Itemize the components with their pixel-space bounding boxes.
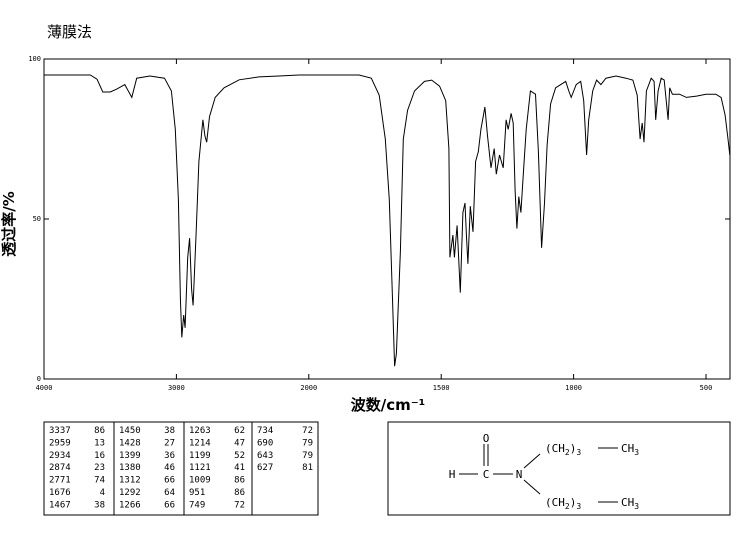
peak-wavenumber: 1399 bbox=[119, 451, 141, 461]
chain-part: 3 bbox=[576, 448, 581, 457]
peak-transmittance: 86 bbox=[234, 476, 245, 486]
plot-frame bbox=[43, 58, 731, 380]
chain-part: 3 bbox=[576, 502, 581, 511]
peak-transmittance: 38 bbox=[164, 426, 175, 436]
peak-transmittance: 4 bbox=[100, 488, 105, 498]
structure-frame bbox=[387, 421, 731, 516]
peak-transmittance: 74 bbox=[94, 476, 105, 486]
chain: (CH2)3 bbox=[545, 442, 581, 457]
chain-part: 2 bbox=[565, 502, 570, 511]
chain-part: 3 bbox=[634, 502, 639, 511]
peak-wavenumber: 1312 bbox=[119, 476, 141, 486]
chain-part: ) bbox=[570, 442, 577, 455]
y-tick-label: 0 bbox=[37, 375, 41, 383]
peak-transmittance: 47 bbox=[234, 438, 245, 448]
peak-wavenumber: 2771 bbox=[49, 476, 71, 486]
bond bbox=[523, 479, 541, 495]
peak-transmittance: 38 bbox=[94, 500, 105, 510]
atom: H bbox=[449, 468, 456, 481]
peak-transmittance: 62 bbox=[234, 426, 245, 436]
peak-wavenumber: 643 bbox=[257, 451, 273, 461]
chain-part: (CH bbox=[545, 442, 565, 455]
peak-transmittance: 36 bbox=[164, 451, 175, 461]
peak-transmittance: 13 bbox=[94, 438, 105, 448]
peak-transmittance: 52 bbox=[234, 451, 245, 461]
y-tick-label: 50 bbox=[33, 215, 41, 223]
x-tick-label: 4000 bbox=[36, 384, 53, 392]
peak-wavenumber: 1214 bbox=[189, 438, 211, 448]
atom: N bbox=[516, 468, 523, 481]
x-tick-label: 1500 bbox=[433, 384, 450, 392]
peak-transmittance: 72 bbox=[234, 500, 245, 510]
peak-transmittance: 66 bbox=[164, 476, 175, 486]
peak-wavenumber: 1428 bbox=[119, 438, 141, 448]
peak-wavenumber: 1450 bbox=[119, 426, 141, 436]
peak-transmittance: 23 bbox=[94, 463, 105, 473]
x-tick-label: 2000 bbox=[300, 384, 317, 392]
peak-transmittance: 27 bbox=[164, 438, 175, 448]
peak-wavenumber: 1676 bbox=[49, 488, 71, 498]
chart-title: 薄膜法 bbox=[47, 23, 92, 41]
chain-end: CH3 bbox=[621, 442, 639, 457]
spectrum-line bbox=[44, 74, 731, 367]
peak-wavenumber: 734 bbox=[257, 426, 273, 436]
peak-wavenumber: 1380 bbox=[119, 463, 141, 473]
peak-wavenumber: 1467 bbox=[49, 500, 71, 510]
peak-transmittance: 66 bbox=[164, 500, 175, 510]
table-frame bbox=[43, 421, 319, 516]
peak-transmittance: 79 bbox=[302, 438, 313, 448]
peak-wavenumber: 3337 bbox=[49, 426, 71, 436]
peak-wavenumber: 749 bbox=[189, 500, 205, 510]
peak-wavenumber: 1199 bbox=[189, 451, 211, 461]
y-axis-label: 透过率/% bbox=[0, 191, 18, 257]
y-tick-label: 100 bbox=[28, 55, 41, 63]
peak-transmittance: 86 bbox=[94, 426, 105, 436]
peak-wavenumber: 1121 bbox=[189, 463, 211, 473]
atom: O bbox=[483, 432, 490, 445]
peak-wavenumber: 1263 bbox=[189, 426, 211, 436]
atom: C bbox=[483, 468, 490, 481]
peak-wavenumber: 2874 bbox=[49, 463, 71, 473]
peak-wavenumber: 1266 bbox=[119, 500, 141, 510]
peak-transmittance: 64 bbox=[164, 488, 175, 498]
bonds bbox=[459, 444, 618, 503]
x-axis-label: 波数/cm⁻¹ bbox=[351, 396, 426, 414]
peak-transmittance: 86 bbox=[234, 488, 245, 498]
peak-transmittance: 79 bbox=[302, 451, 313, 461]
peak-wavenumber: 2934 bbox=[49, 451, 71, 461]
chain-part: ) bbox=[570, 496, 577, 509]
x-tick-label: 1000 bbox=[565, 384, 582, 392]
x-tick-label: 500 bbox=[700, 384, 713, 392]
peak-wavenumber: 951 bbox=[189, 488, 205, 498]
chain-part: 2 bbox=[565, 448, 570, 457]
x-tick-label: 3000 bbox=[168, 384, 185, 392]
peak-wavenumber: 2959 bbox=[49, 438, 71, 448]
peak-transmittance: 41 bbox=[234, 463, 245, 473]
peak-transmittance: 81 bbox=[302, 463, 313, 473]
bond bbox=[523, 453, 541, 469]
peak-transmittance: 16 bbox=[94, 451, 105, 461]
chain-part: (CH bbox=[545, 496, 565, 509]
peak-wavenumber: 1009 bbox=[189, 476, 211, 486]
peak-transmittance: 72 bbox=[302, 426, 313, 436]
peak-wavenumber: 627 bbox=[257, 463, 273, 473]
chain: (CH2)3 bbox=[545, 496, 581, 511]
chain-end: CH3 bbox=[621, 496, 639, 511]
peak-wavenumber: 1292 bbox=[119, 488, 141, 498]
peak-wavenumber: 690 bbox=[257, 438, 273, 448]
chain-part: 3 bbox=[634, 448, 639, 457]
peak-transmittance: 46 bbox=[164, 463, 175, 473]
